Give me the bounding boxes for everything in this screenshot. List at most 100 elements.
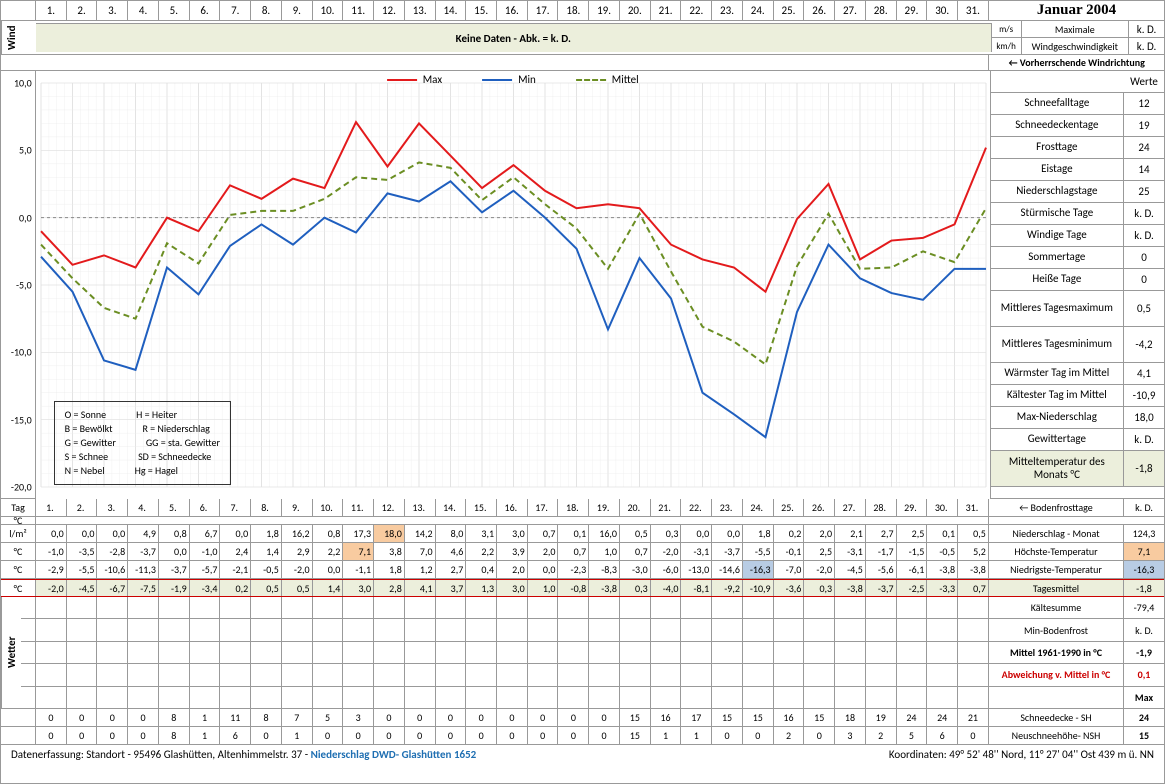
tag-cell: 12. bbox=[374, 499, 405, 516]
data-cell: 2,5 bbox=[897, 525, 928, 542]
data-cell: -3,6 bbox=[774, 580, 805, 596]
data-cell: 0,5 bbox=[958, 525, 989, 542]
data-cell: -10,9 bbox=[743, 580, 774, 596]
day-header-cell: 6. bbox=[190, 1, 221, 20]
tag-cell: 31. bbox=[958, 499, 989, 516]
bottom-cell: 11 bbox=[220, 709, 251, 726]
tag-cell: 11. bbox=[343, 499, 374, 516]
data-cell: -3,3 bbox=[927, 580, 958, 596]
bottom-cell: 8 bbox=[159, 727, 190, 744]
stat-label: Kältester Tag im Mittel bbox=[991, 385, 1124, 406]
wind-direction-row: ← Vorherrschende Windrichtung bbox=[1, 55, 1164, 71]
bottom-cell: 1 bbox=[282, 727, 313, 744]
stat-value: 4,1 bbox=[1124, 363, 1164, 384]
data-cell: 1,4 bbox=[251, 543, 282, 560]
tag-cell: 28. bbox=[866, 499, 897, 516]
bottom-cell: 2 bbox=[866, 727, 897, 744]
stat-value: -10,9 bbox=[1124, 385, 1164, 406]
data-cell: -2,0 bbox=[282, 561, 313, 578]
stat-value: 14 bbox=[1124, 159, 1164, 180]
bottom-cell: 0 bbox=[743, 727, 774, 744]
bottom-cell: 3 bbox=[343, 709, 374, 726]
data-cell: 18,0 bbox=[374, 525, 405, 542]
data-cell: 2,2 bbox=[313, 543, 344, 560]
day-header-blank bbox=[1, 1, 36, 20]
data-cell: 0,7 bbox=[528, 525, 559, 542]
row-key: Niederschlag - Monat bbox=[989, 525, 1124, 542]
data-cell: -6,0 bbox=[651, 561, 682, 578]
bodenfrost-value: k. D. bbox=[1124, 499, 1164, 516]
data-cell: -16,3 bbox=[743, 561, 774, 578]
data-cell: 3,9 bbox=[497, 543, 528, 560]
data-cell: -1,0 bbox=[190, 543, 221, 560]
bottom-cell: 0 bbox=[405, 709, 436, 726]
data-cell: 1,0 bbox=[528, 580, 559, 596]
title: Januar 2004 bbox=[989, 1, 1164, 20]
day-header-cell: 16. bbox=[497, 1, 528, 20]
data-cell: -5,5 bbox=[67, 561, 98, 578]
day-header-cell: 21. bbox=[651, 1, 682, 20]
bottom-key: Schneedecke - SH bbox=[989, 709, 1124, 726]
data-cell: 0,5 bbox=[251, 580, 282, 596]
footer-right: Koordinaten: 49° 52' 48'' Nord, 11° 27' … bbox=[889, 748, 1154, 761]
day-header-cell: 28. bbox=[866, 1, 897, 20]
data-cell: -8,1 bbox=[681, 580, 712, 596]
chart-canvas: MaxMinMittel O = SonneH = HeiterB = Bewö… bbox=[36, 71, 991, 499]
bottom-cell: 0 bbox=[497, 727, 528, 744]
tag-cell: 22. bbox=[681, 499, 712, 516]
data-cell: 0,1 bbox=[558, 525, 589, 542]
data-cell: 2,9 bbox=[282, 543, 313, 560]
bottom-cell: 15 bbox=[712, 709, 743, 726]
data-cell: 0,0 bbox=[97, 525, 128, 542]
data-cell: -3,7 bbox=[712, 543, 743, 560]
data-cell: -3,5 bbox=[67, 543, 98, 560]
tag-cell: 6. bbox=[190, 499, 221, 516]
werte-header: Werte bbox=[1124, 71, 1164, 92]
data-cell: 0,0 bbox=[528, 561, 559, 578]
stat-label: Mittleres Tagesminimum bbox=[991, 327, 1124, 362]
data-cell: 0,0 bbox=[67, 525, 98, 542]
data-cell: -2,3 bbox=[558, 561, 589, 578]
data-cell: -0,5 bbox=[927, 543, 958, 560]
day-header-cell: 24. bbox=[743, 1, 774, 20]
data-cell: -3,1 bbox=[681, 543, 712, 560]
data-cell: -2,0 bbox=[804, 561, 835, 578]
stat-label: Niederschlagstage bbox=[991, 181, 1124, 202]
data-cell: 2,7 bbox=[436, 561, 467, 578]
bodenfrost-label: ← Bodenfrosttage bbox=[989, 499, 1124, 516]
tag-cell: 29. bbox=[897, 499, 928, 516]
bottom-cell: 15 bbox=[620, 709, 651, 726]
day-header-cell: 14. bbox=[436, 1, 467, 20]
bottom-cell: 0 bbox=[36, 709, 67, 726]
row-label: °C bbox=[1, 580, 36, 596]
stat-value: 19 bbox=[1124, 115, 1164, 136]
tag-cell: 9. bbox=[282, 499, 313, 516]
data-cell: 0,7 bbox=[558, 543, 589, 560]
data-cell: -0,8 bbox=[558, 580, 589, 596]
tag-cell: 23. bbox=[712, 499, 743, 516]
stat-label: Schneefalltage bbox=[991, 93, 1124, 114]
data-cell: 3,8 bbox=[374, 543, 405, 560]
bottom-cell: 16 bbox=[774, 709, 805, 726]
bottom-cell: 3 bbox=[835, 727, 866, 744]
stat-value: -4,2 bbox=[1124, 327, 1164, 362]
bottom-cell: 0 bbox=[405, 727, 436, 744]
tag-cell: 17. bbox=[528, 499, 559, 516]
data-cell: -3,0 bbox=[620, 561, 651, 578]
day-header-cell: 30. bbox=[927, 1, 958, 20]
bottom-cell: 0 bbox=[343, 727, 374, 744]
wind-ms-label: Maximale bbox=[1022, 21, 1129, 37]
tag-cell: 1. bbox=[36, 499, 67, 516]
bottom-cell: 0 bbox=[374, 709, 405, 726]
data-cell: 0,7 bbox=[958, 580, 989, 596]
data-cell: -1,9 bbox=[159, 580, 190, 596]
bottom-cell: 0 bbox=[589, 709, 620, 726]
day-header-cell: 17. bbox=[528, 1, 559, 20]
bottom-cell: 24 bbox=[927, 709, 958, 726]
data-cell: -5,5 bbox=[743, 543, 774, 560]
footer-left: Datenerfassung: Standort - 95496 Glashüt… bbox=[11, 748, 311, 761]
bottom-cell: 7 bbox=[282, 709, 313, 726]
wind-kmh-value: k. D. bbox=[1129, 38, 1164, 54]
data-cell: 0,3 bbox=[620, 580, 651, 596]
data-cell: 1,8 bbox=[374, 561, 405, 578]
